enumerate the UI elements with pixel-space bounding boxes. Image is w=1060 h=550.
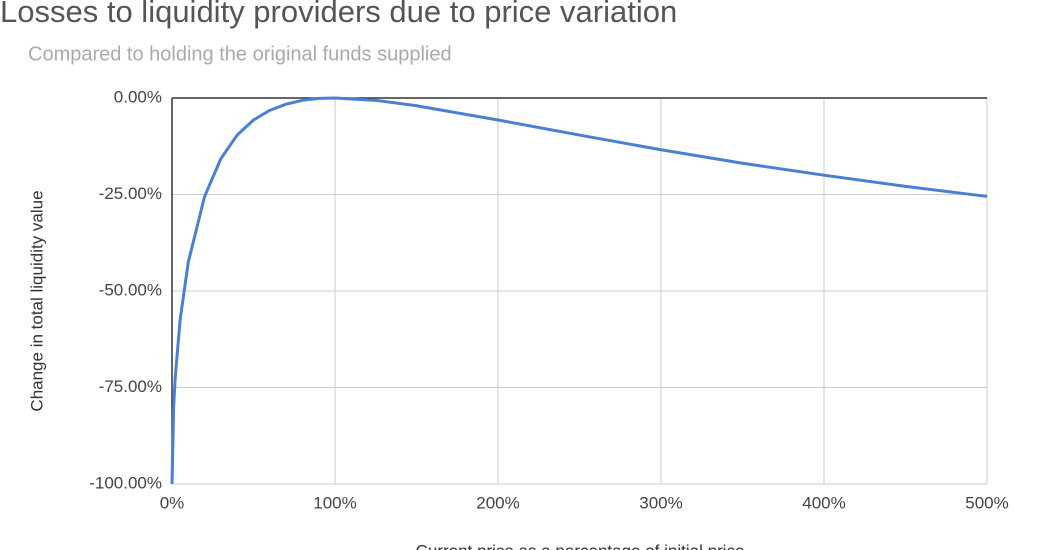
data-line: [170, 96, 988, 485]
x-tick-label: 500%: [965, 493, 1008, 512]
y-tick-label: -100.00%: [89, 473, 162, 492]
chart-subtitle: Compared to holding the original funds s…: [28, 43, 452, 65]
y-tick-label: -75.00%: [99, 377, 162, 396]
x-tick-label: 400%: [802, 493, 845, 512]
y-tick-label: -50.00%: [99, 280, 162, 299]
y-axis-title: Change in total liquidity value: [27, 190, 46, 411]
x-tick-label: 0%: [160, 493, 185, 512]
x-tick-label: 100%: [313, 493, 356, 512]
y-tick-label: 0.00%: [114, 87, 162, 106]
x-axis-title: Current price as a percentage of initial…: [416, 541, 745, 550]
chart-title: Losses to liquidity providers due to pri…: [0, 0, 677, 29]
x-tick-label: 200%: [476, 493, 519, 512]
x-tick-label: 300%: [639, 493, 682, 512]
y-tick-label: -25.00%: [99, 184, 162, 203]
